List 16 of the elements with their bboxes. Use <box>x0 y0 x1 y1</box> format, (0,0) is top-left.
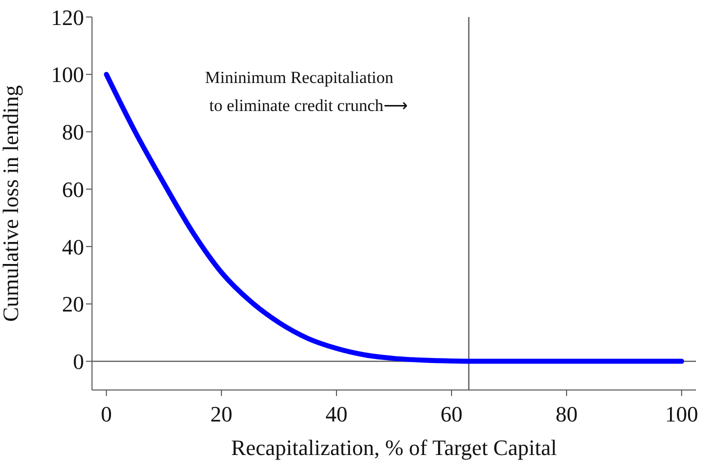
x-tick-label: 40 <box>325 402 348 427</box>
y-tick-label: 120 <box>51 4 84 30</box>
y-tick-label: 20 <box>62 292 84 317</box>
x-tick-label: 100 <box>665 402 698 427</box>
y-tick-label: 80 <box>62 120 84 145</box>
y-tick-label: 100 <box>51 62 84 88</box>
y-tick-label: 40 <box>62 234 84 260</box>
y-tick-label: 0 <box>73 349 84 374</box>
x-tick-label: 20 <box>210 402 232 427</box>
x-tick-label: 0 <box>100 402 112 427</box>
annotation: Mininimum Recapitaliation to eliminate credit crunch⟶ <box>205 67 408 117</box>
y-axis-title: Cumulative loss in lending <box>0 85 23 322</box>
y-tick-label: 60 <box>62 176 84 202</box>
x-axis-title: Recapitalization, % of Target Capital <box>231 435 557 460</box>
x-tick-label: 60 <box>440 402 463 427</box>
x-tick-label: 80 <box>556 402 578 427</box>
